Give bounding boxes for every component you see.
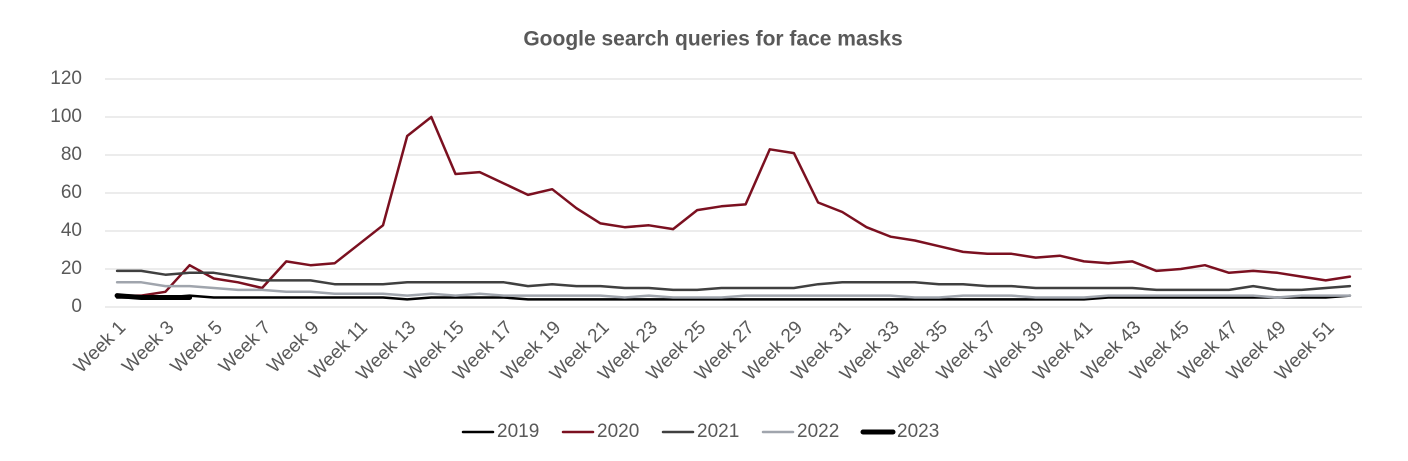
x-tick-label: Week 3 xyxy=(118,317,178,377)
y-tick-label: 40 xyxy=(61,220,82,241)
y-tick-label: 60 xyxy=(61,182,82,203)
y-tick-label: 0 xyxy=(71,296,82,317)
y-tick-label: 80 xyxy=(61,144,82,165)
legend-label: 2023 xyxy=(897,421,939,442)
x-tick-label: Week 5 xyxy=(167,317,227,377)
chart-title: Google search queries for face masks xyxy=(523,28,902,51)
y-tick-label: 20 xyxy=(61,258,82,279)
series-line xyxy=(115,281,1352,299)
legend-label: 2021 xyxy=(697,421,739,442)
legend-label: 2020 xyxy=(597,421,639,442)
y-tick-label: 100 xyxy=(50,106,82,127)
series-line xyxy=(114,293,193,300)
series-line xyxy=(115,115,1352,297)
legend-label: 2022 xyxy=(797,421,839,442)
x-tick-label: Week 1 xyxy=(70,317,130,377)
y-tick-label: 120 xyxy=(50,68,82,89)
x-tick-label: Week 7 xyxy=(215,317,275,377)
legend-label: 2019 xyxy=(497,421,539,442)
series-line xyxy=(115,269,1352,292)
series-line xyxy=(115,294,1352,301)
